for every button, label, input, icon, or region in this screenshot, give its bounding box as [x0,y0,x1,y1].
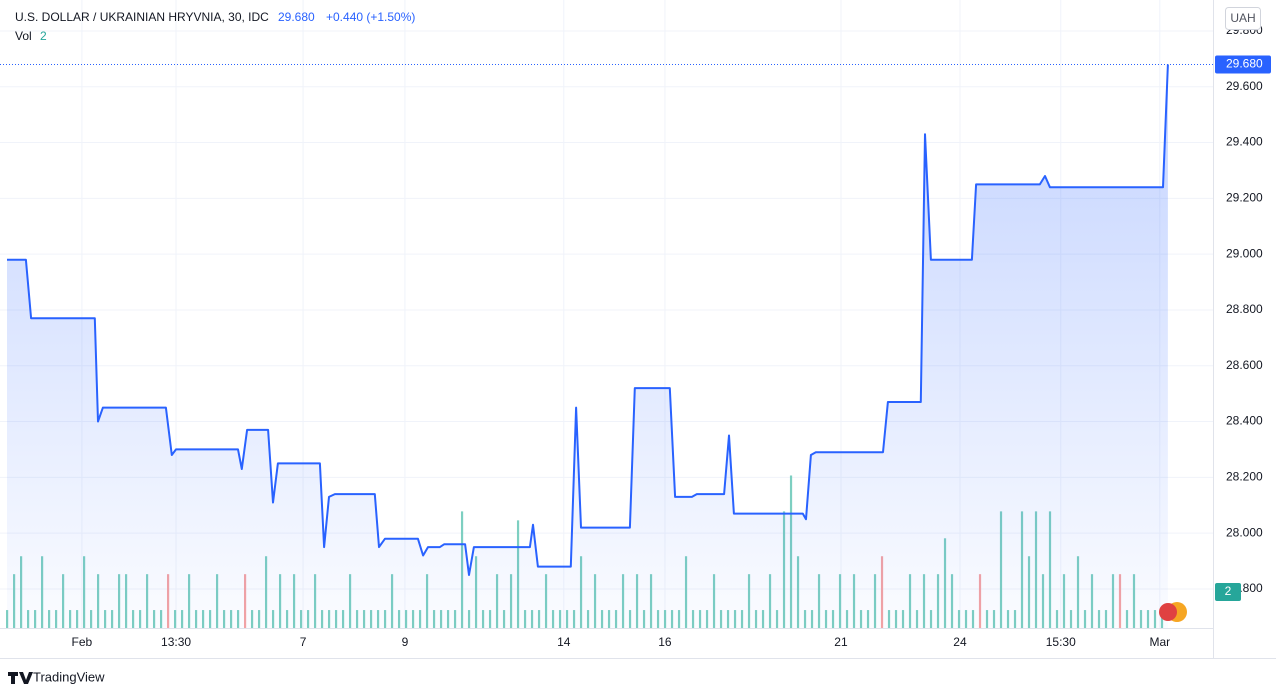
x-tick-label: Feb [72,635,93,649]
y-tick-label: 28.000 [1226,525,1263,539]
y-tick-label: 28.400 [1226,414,1263,428]
x-tick-label: 14 [557,635,571,649]
x-tick-label: 13:30 [161,635,191,649]
x-tick-label: Mar [1149,635,1170,649]
symbol-title: U.S. DOLLAR / UKRAINIAN HRYVNIA, 30, IDC [15,10,269,24]
y-tick-label: 28.600 [1226,358,1263,372]
x-tick-label: 7 [300,635,307,649]
x-tick-label: 9 [402,635,409,649]
y-tick-label: 29.000 [1226,246,1263,260]
vol-value: 2 [40,29,47,43]
flag-icon [1159,603,1177,621]
currency-button[interactable] [1225,7,1261,30]
last-price-badge [1215,55,1271,74]
x-tick-label: 15:30 [1046,635,1076,649]
volume-badge-text: 2 [1225,584,1232,598]
header-change: +0.440 (+1.50%) [326,10,415,24]
area [6,64,1168,628]
currency-label[interactable]: UAH [1230,11,1255,25]
y-tick-label: 28.800 [1226,302,1263,316]
price-line [7,64,1169,576]
x-tick-label: 21 [834,635,848,649]
x-tick-label: 16 [658,635,672,649]
x-tick-label: 24 [953,635,967,649]
last-price-text: 29.680 [1226,57,1263,71]
brand-logo [8,672,33,684]
volume-badge [1215,583,1241,601]
y-tick-label: 29.200 [1226,191,1263,205]
y-tick-label: 28.200 [1226,470,1263,484]
y-tick-label: 29.400 [1226,135,1263,149]
vol-label: Vol [15,29,32,43]
y-tick-label: 29.600 [1226,79,1263,93]
brand-name: TradingView [33,669,105,684]
header-price: 29.680 [278,10,315,24]
